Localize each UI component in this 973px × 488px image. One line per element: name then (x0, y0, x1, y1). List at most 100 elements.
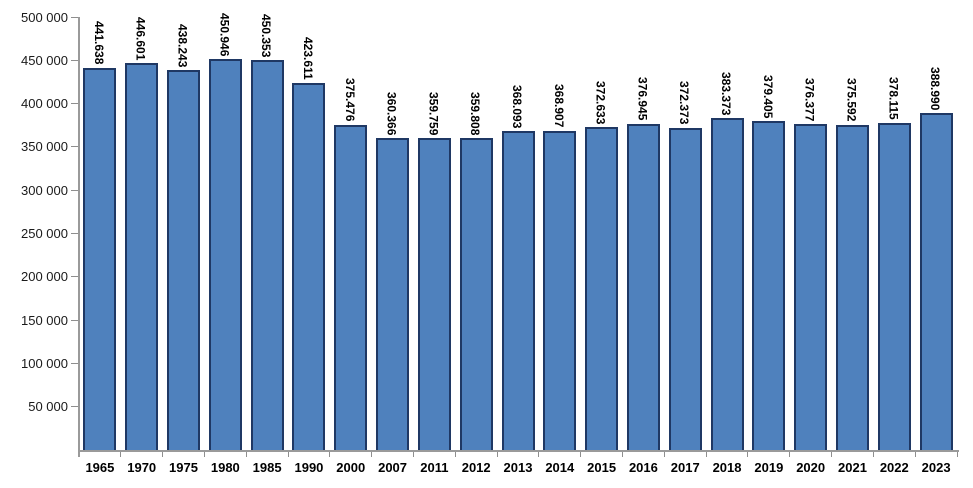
x-tick-label-1980: 1980 (210, 460, 240, 475)
value-label-2017: 372.373 (677, 81, 692, 125)
value-label-2018: 383.373 (719, 71, 734, 115)
value-label-1965: 441.638 (91, 21, 106, 65)
bar-2021 (835, 124, 869, 452)
y-tick-label-200000: 200 000 (21, 269, 68, 285)
y-tick-label-150000: 150 000 (21, 312, 68, 328)
bar-2015 (585, 127, 619, 452)
x-tick-label-2020: 2020 (796, 460, 826, 475)
x-tick-label-1990: 1990 (294, 460, 324, 475)
x-tick-mark (663, 450, 665, 457)
y-tick-mark (71, 233, 78, 234)
y-tick-label-50000: 50 000 (28, 399, 68, 415)
y-tick-label-350000: 350 000 (21, 139, 68, 155)
x-tick-mark (245, 450, 247, 457)
y-axis-line (78, 17, 80, 457)
bar-2016 (626, 123, 660, 452)
y-tick-label-400000: 400 000 (21, 96, 68, 112)
x-tick-mark (412, 450, 414, 457)
bar-2007 (376, 137, 410, 452)
x-tick-mark (371, 450, 373, 457)
y-tick-label-450000: 450 000 (21, 52, 68, 68)
x-tick-label-2018: 2018 (712, 460, 742, 475)
x-tick-mark (914, 450, 916, 457)
value-label-1990: 423.611 (300, 37, 315, 81)
y-tick-mark (71, 406, 78, 408)
value-label-2007: 360.366 (384, 91, 399, 135)
x-tick-label-2014: 2014 (545, 460, 575, 475)
bar-1985 (250, 59, 284, 452)
value-label-2014: 368.907 (551, 84, 566, 128)
bar-2013 (501, 131, 535, 452)
x-tick-label-1970: 1970 (127, 460, 157, 475)
value-label-2021: 375.592 (844, 78, 859, 122)
x-tick-mark (956, 450, 958, 457)
x-tick-label-2007: 2007 (378, 460, 408, 475)
x-tick-label-2021: 2021 (838, 460, 867, 475)
y-tick-mark (71, 146, 78, 148)
bar-1965 (83, 67, 117, 452)
x-tick-mark (287, 450, 289, 457)
x-tick-mark (496, 450, 498, 457)
bar-2017 (668, 127, 702, 452)
x-tick-label-2013: 2013 (503, 460, 533, 475)
y-tick-label-300000: 300 000 (21, 182, 68, 198)
x-tick-label-1985: 1985 (252, 460, 282, 475)
x-tick-label-2019: 2019 (754, 460, 784, 475)
value-label-1975: 438.243 (175, 24, 190, 68)
x-tick-mark (538, 450, 540, 457)
value-label-1985: 450.353 (259, 13, 274, 57)
bar-2019 (752, 121, 786, 452)
bar-1975 (167, 70, 201, 452)
value-label-2015: 372.633 (593, 80, 608, 125)
y-tick-mark (71, 276, 78, 278)
x-tick-label-2023: 2023 (921, 460, 951, 475)
value-label-2019: 379.405 (760, 75, 775, 119)
value-label-2020: 376.377 (802, 77, 817, 122)
x-tick-label-2011: 2011 (420, 460, 449, 475)
value-label-2000: 375.476 (342, 78, 357, 122)
value-label-2016: 376.945 (635, 77, 650, 121)
y-tick-mark (71, 103, 78, 105)
value-label-1970: 446.601 (133, 16, 148, 61)
y-tick-mark (71, 189, 78, 191)
value-label-2013: 368.093 (510, 84, 524, 129)
x-tick-label-2022: 2022 (879, 460, 909, 475)
bar-2023 (919, 113, 953, 452)
x-tick-mark (622, 450, 624, 457)
x-tick-mark (747, 450, 749, 457)
x-tick-mark (705, 450, 707, 457)
value-label-2023: 388.990 (928, 66, 943, 111)
bar-2011 (417, 138, 451, 452)
x-tick-mark (454, 450, 456, 457)
x-tick-label-1975: 1975 (169, 460, 198, 475)
x-tick-mark (162, 450, 164, 457)
x-tick-mark (329, 450, 331, 457)
x-tick-mark (120, 450, 122, 457)
x-tick-label-1965: 1965 (85, 460, 115, 475)
x-tick-label-2017: 2017 (670, 460, 700, 475)
x-tick-mark (789, 450, 791, 457)
value-label-2011: 359.759 (426, 92, 441, 136)
x-tick-label-2015: 2015 (587, 460, 617, 475)
bar-1980 (208, 59, 242, 452)
bar-1970 (125, 63, 159, 452)
value-label-2012: 359.808 (468, 92, 483, 136)
value-label-2022: 378.115 (886, 76, 901, 120)
x-axis-line (78, 450, 959, 452)
bar-2018 (710, 117, 744, 452)
y-tick-mark (71, 59, 78, 61)
y-tick-mark (71, 362, 78, 364)
bar-2000 (334, 124, 368, 452)
value-label-1980: 450.946 (217, 13, 232, 57)
bar-1990 (292, 83, 326, 452)
x-tick-mark (872, 450, 874, 457)
bar-2012 (459, 138, 493, 452)
x-tick-mark (831, 450, 833, 457)
bar-2020 (794, 124, 828, 452)
y-tick-label-500000: 500 000 (21, 9, 68, 25)
y-tick-label-250000: 250 000 (21, 226, 68, 241)
y-tick-label-100000: 100 000 (21, 355, 68, 371)
y-tick-mark (71, 319, 78, 321)
x-tick-mark (580, 450, 582, 457)
